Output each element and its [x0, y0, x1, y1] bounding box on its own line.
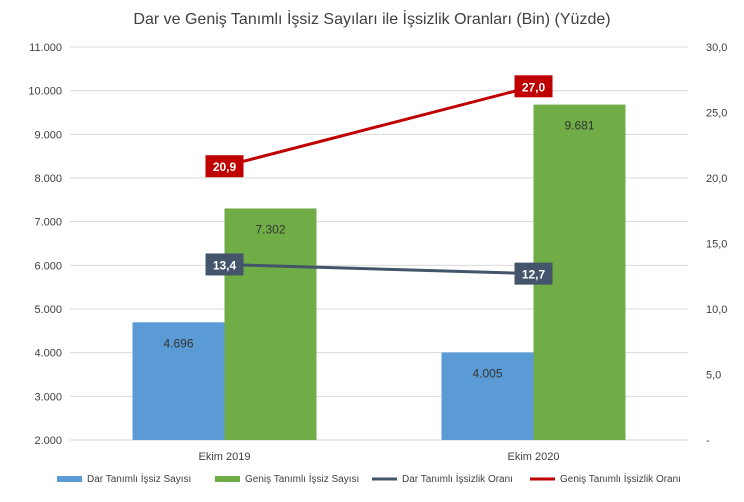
point-label-box — [205, 155, 244, 178]
right-tick-label: 15,0 — [706, 239, 727, 251]
bar-label: 4.696 — [163, 336, 193, 350]
left-tick-label: 7.000 — [34, 217, 62, 229]
right-tick-label: 30,0 — [706, 42, 727, 54]
left-tick-label: 2.000 — [34, 435, 62, 447]
left-axis-ticks: 2.000 3.000 4.000 5.000 6.000 7.000 8.000 9.000… — [28, 42, 62, 447]
left-tick-label: 3.000 — [34, 391, 62, 403]
left-tick-label: 4.000 — [34, 348, 62, 360]
point-label-box — [205, 253, 244, 276]
right-tick-label: 20,0 — [706, 173, 727, 185]
bar-label: 9.681 — [564, 119, 594, 133]
bars — [132, 104, 626, 440]
bar-genis-0 — [224, 208, 317, 440]
category-label: Ekim 2020 — [508, 451, 560, 463]
point-label: 27,0 — [522, 80, 546, 94]
right-tick-label: 5,0 — [706, 370, 721, 382]
point-label-box — [514, 75, 553, 98]
left-tick-label: 5.000 — [34, 304, 62, 316]
bar-labels: 4.696 4.005 7.302 9.681 — [163, 119, 594, 381]
bar-label: 7.302 — [255, 222, 285, 236]
legend-label: Geniş Tanımlı İşsiz Sayısı — [245, 472, 359, 485]
right-tick-label: - — [706, 435, 710, 447]
point-label: 12,7 — [522, 268, 546, 282]
left-tick-label: 11.000 — [29, 42, 62, 54]
bar-dar-1 — [441, 352, 534, 440]
bar-dar-0 — [132, 322, 225, 440]
category-label: Ekim 2019 — [199, 451, 251, 463]
legend-label: Dar Tanımlı İşsiz Sayısı — [87, 472, 191, 485]
bar-label: 4.005 — [472, 366, 502, 380]
point-label: 13,4 — [213, 258, 237, 272]
right-tick-label: 10,0 — [706, 304, 727, 316]
left-tick-label: 8.000 — [34, 173, 62, 185]
right-axis-ticks: - 5,0 10,0 15,0 20,0 25,0 30,0 — [706, 42, 727, 447]
lines: 13,4 12,7 20,9 27,0 — [205, 75, 553, 285]
point-label: 20,9 — [213, 160, 237, 174]
legend-label: Geniş Tanımlı İşsizlik Oranı — [560, 472, 681, 485]
line-genis-oran — [224, 84, 534, 168]
left-tick-label: 9.000 — [34, 129, 62, 141]
left-tick-label: 6.000 — [34, 260, 62, 272]
chart-title: Dar ve Geniş Tanımlı İşsiz Sayıları ile … — [133, 9, 610, 28]
line-dar-oran — [224, 262, 534, 276]
legend-label: Dar Tanımlı İşsizlik Oranı — [402, 472, 513, 485]
right-tick-label: 25,0 — [706, 108, 727, 120]
left-tick-label: 10.000 — [28, 86, 62, 98]
legend: Dar Tanımlı İşsiz Sayısı Geniş Tanımlı İş… — [57, 472, 681, 485]
point-label-box — [514, 262, 553, 285]
legend-swatch — [215, 476, 240, 482]
category-labels: Ekim 2019 Ekim 2020 — [199, 451, 560, 463]
legend-swatch — [57, 476, 82, 482]
